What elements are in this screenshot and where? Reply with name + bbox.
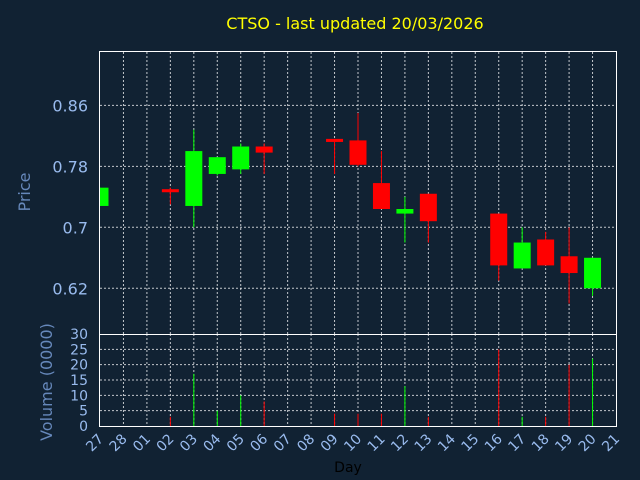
volume-axis-label: Volume (0000) bbox=[37, 323, 56, 441]
candle bbox=[232, 143, 250, 174]
candle-body bbox=[372, 183, 390, 210]
x-tick-label: 01 bbox=[130, 431, 154, 455]
x-tick-label: 06 bbox=[247, 431, 271, 455]
candle-body bbox=[419, 193, 437, 222]
candle-body bbox=[537, 239, 555, 266]
x-tick-label: 16 bbox=[482, 431, 506, 455]
x-tick-label: 18 bbox=[529, 431, 553, 455]
candle bbox=[255, 143, 273, 174]
price-tick-label: 0.78 bbox=[52, 157, 88, 176]
volume-bars bbox=[169, 349, 594, 426]
candle bbox=[396, 196, 414, 243]
price-tick-label: 0.7 bbox=[63, 218, 88, 237]
volume-plot-frame bbox=[99, 334, 617, 427]
x-tick-label: 07 bbox=[271, 431, 295, 455]
volume-tick-label: 15 bbox=[70, 373, 88, 389]
x-tick-label: 20 bbox=[576, 431, 600, 455]
candle-body bbox=[232, 146, 250, 170]
candle-body bbox=[161, 189, 179, 193]
price-tick-label: 0.86 bbox=[52, 96, 88, 115]
x-tick-label: 17 bbox=[505, 431, 529, 455]
x-ticks: 27 28 01 02 03 04 05 06 07 08 09 10 11 12 13 14 15 16 17 18… bbox=[83, 431, 623, 455]
x-tick-label: 15 bbox=[458, 431, 482, 455]
volume-tick-label: 20 bbox=[70, 358, 88, 374]
candle-body bbox=[185, 151, 203, 206]
x-tick-label: 10 bbox=[341, 431, 365, 455]
x-tick-label: 13 bbox=[412, 431, 436, 455]
candle-body bbox=[490, 213, 508, 266]
candle-body bbox=[396, 209, 414, 214]
x-axis-label: Day bbox=[334, 460, 362, 476]
candle bbox=[99, 187, 109, 206]
x-tick-label: 03 bbox=[177, 431, 201, 455]
price-grid bbox=[100, 52, 616, 334]
candle bbox=[208, 157, 226, 176]
candle bbox=[161, 187, 179, 205]
x-tick-label: 14 bbox=[435, 431, 459, 455]
candle bbox=[584, 257, 602, 296]
candles bbox=[99, 112, 602, 304]
x-tick-label: 28 bbox=[107, 431, 131, 455]
candle bbox=[537, 231, 555, 266]
x-tick-label: 11 bbox=[365, 431, 389, 455]
price-tick-label: 0.62 bbox=[52, 279, 88, 298]
price-axis-label: Price bbox=[15, 172, 34, 211]
candle bbox=[560, 227, 578, 304]
x-tick-label: 05 bbox=[224, 431, 248, 455]
candle-body bbox=[584, 257, 602, 289]
candle-body bbox=[100, 187, 109, 206]
candle bbox=[326, 138, 344, 174]
x-tick-label: 08 bbox=[294, 431, 318, 455]
candle-body bbox=[560, 256, 578, 274]
price-y-ticks: 0.62 0.7 0.78 0.86 bbox=[52, 96, 88, 298]
x-tick-label: 19 bbox=[552, 431, 576, 455]
candle bbox=[185, 129, 203, 228]
candle bbox=[513, 227, 531, 269]
volume-tick-label: 25 bbox=[70, 342, 88, 358]
candle bbox=[419, 193, 437, 243]
volume-tick-label: 0 bbox=[79, 419, 88, 435]
candle-body bbox=[255, 146, 273, 153]
volume-tick-label: 10 bbox=[70, 388, 88, 404]
x-tick-label: 02 bbox=[154, 431, 178, 455]
candle-body bbox=[513, 242, 531, 269]
candle bbox=[349, 112, 367, 167]
candle bbox=[490, 213, 508, 281]
volume-tick-label: 5 bbox=[79, 404, 88, 420]
x-tick-label: 21 bbox=[599, 431, 623, 455]
candle bbox=[372, 151, 390, 210]
x-tick-label: 04 bbox=[200, 431, 224, 455]
volume-grid bbox=[100, 334, 616, 426]
x-tick-label: 09 bbox=[318, 431, 342, 455]
x-tick-label: 12 bbox=[388, 431, 412, 455]
candle-body bbox=[349, 140, 367, 165]
candle-body bbox=[208, 157, 226, 174]
chart-title: CTSO - last updated 20/03/2026 bbox=[226, 14, 483, 33]
volume-tick-label: 30 bbox=[70, 327, 88, 343]
candle-body bbox=[326, 138, 344, 142]
